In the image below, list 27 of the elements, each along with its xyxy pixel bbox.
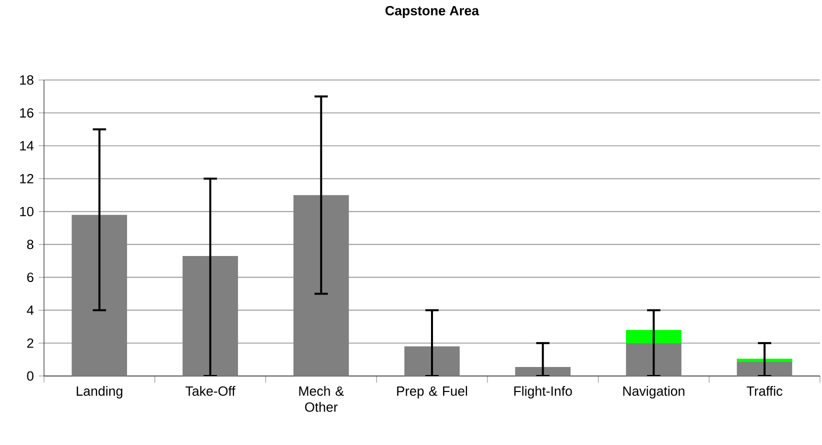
bar	[626, 330, 682, 344]
x-tick-label: Navigation	[623, 386, 684, 398]
y-tick-label: 6	[27, 272, 34, 282]
y-tick-label: 14	[20, 141, 34, 150]
x-tick-label: Mech & Other	[299, 386, 344, 412]
bar	[736, 358, 792, 362]
bar	[626, 343, 682, 376]
y-tick-label: 16	[20, 108, 34, 118]
x-tick-label: Landing	[76, 386, 122, 398]
y-tick-label: 10	[20, 206, 34, 216]
bar	[404, 346, 460, 376]
y-tick-label: 2	[27, 338, 34, 348]
y-tick-label: 12	[20, 174, 34, 184]
y-tick-label: 8	[27, 240, 34, 250]
chart-title: Capstone Area	[385, 6, 480, 18]
bar	[72, 214, 128, 376]
bar	[293, 195, 349, 376]
x-tick-label: Traffic	[746, 386, 782, 396]
x-tick-label: Flight-Info	[514, 386, 572, 398]
x-tick-label: Take-Off	[186, 386, 236, 396]
y-tick-label: 0	[27, 371, 34, 381]
bar	[182, 256, 238, 376]
bar	[736, 362, 792, 376]
y-tick-label: 4	[26, 306, 34, 315]
bar	[515, 366, 571, 376]
x-tick-label: Prep & Fuel	[397, 386, 468, 398]
y-tick-label: 18	[20, 75, 34, 85]
